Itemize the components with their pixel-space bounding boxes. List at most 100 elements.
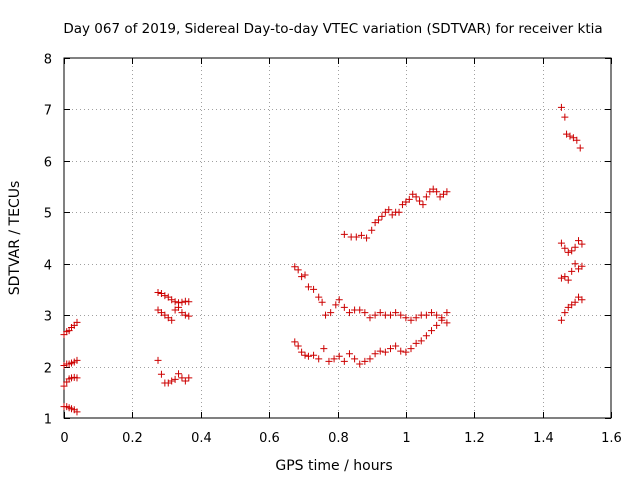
data-point [381, 348, 389, 356]
data-point [298, 348, 306, 356]
data-point [327, 309, 335, 317]
data-point [378, 212, 386, 220]
series-early-cluster [60, 318, 81, 416]
y-tick-label: 6 [44, 156, 52, 171]
data-point [301, 351, 309, 359]
series-cluster-0.3h [154, 289, 193, 387]
data-point [298, 273, 306, 281]
data-point [178, 298, 186, 306]
y-tick-label: 1 [44, 413, 52, 428]
data-point [310, 285, 318, 293]
data-point [361, 357, 369, 365]
data-point [573, 136, 581, 144]
data-point [335, 352, 343, 360]
data-point [419, 201, 427, 209]
data-point [315, 293, 323, 301]
data-point [304, 352, 312, 360]
data-point [557, 274, 565, 282]
data-point [422, 332, 430, 340]
data-point [392, 342, 400, 350]
data-point [340, 303, 348, 311]
data-point [73, 318, 81, 326]
y-axis-label: SDTVAR / TECUs [7, 181, 23, 296]
series-late-cluster [557, 103, 586, 324]
data-point [325, 357, 333, 365]
data-point [330, 355, 338, 363]
data-point [345, 350, 353, 358]
data-point [578, 296, 586, 304]
y-tick-label: 8 [44, 53, 52, 68]
y-tick-label: 4 [44, 259, 52, 274]
data-point [571, 260, 579, 268]
data-point [407, 345, 415, 353]
data-point [371, 350, 379, 358]
axis-ticks [64, 58, 612, 419]
data-point [345, 309, 353, 317]
data-point [356, 360, 364, 368]
data-point [557, 103, 565, 111]
data-point [386, 311, 394, 319]
x-axis-label: GPS time / hours [275, 458, 392, 474]
data-point [157, 370, 165, 378]
data-point [315, 355, 323, 363]
data-point [291, 338, 299, 346]
data-point [443, 319, 451, 327]
data-point [352, 233, 360, 241]
data-point [291, 263, 299, 271]
data-point [571, 298, 579, 306]
data-point [175, 303, 183, 311]
data-point [171, 375, 179, 383]
data-point [392, 309, 400, 317]
data-point [566, 132, 574, 140]
data-point [73, 356, 81, 364]
data-point [568, 267, 576, 275]
data-point [340, 230, 348, 238]
data-point [357, 231, 365, 239]
data-point [561, 273, 569, 281]
data-point [332, 301, 340, 309]
data-point [154, 356, 162, 364]
data-point [428, 327, 436, 335]
y-tick-label: 2 [44, 362, 52, 377]
plot-frame [63, 57, 612, 419]
data-point [561, 309, 569, 317]
y-tick-label: 3 [44, 310, 52, 325]
data-point [412, 314, 420, 322]
data-point [433, 321, 441, 329]
data-point [351, 355, 359, 363]
data-point [376, 347, 384, 355]
data-point [568, 247, 576, 255]
x-tick-label: 1.6 [601, 431, 622, 446]
data-point [375, 216, 383, 224]
x-tick-label: 1.4 [533, 431, 554, 446]
data-point [385, 206, 393, 214]
data-point [412, 339, 420, 347]
y-tick-label: 5 [44, 207, 52, 222]
data-point [402, 314, 410, 322]
y-tick-labels: 1 2 3 4 5 6 7 8 [44, 53, 52, 428]
data-point [443, 188, 451, 196]
data-point [433, 311, 441, 319]
data-point [557, 316, 565, 324]
x-tick-label: 1 [402, 431, 410, 446]
data-point [433, 188, 441, 196]
data-point [181, 311, 189, 319]
grid-lines [64, 58, 611, 418]
chart-title: Day 067 of 2019, Sidereal Day-to-day VTE… [63, 21, 602, 37]
data-point [407, 316, 415, 324]
data-point [304, 283, 312, 291]
data-point [73, 374, 81, 382]
data-point [438, 316, 446, 324]
data-point [320, 345, 328, 353]
data-point [422, 193, 430, 201]
data-point [335, 296, 343, 304]
data-points [60, 103, 586, 416]
x-tick-label: 0 [60, 431, 68, 446]
data-point [185, 374, 193, 382]
data-point [366, 355, 374, 363]
data-point [73, 408, 81, 416]
data-point [371, 311, 379, 319]
y-tick-label: 7 [44, 104, 52, 119]
data-point [376, 309, 384, 317]
